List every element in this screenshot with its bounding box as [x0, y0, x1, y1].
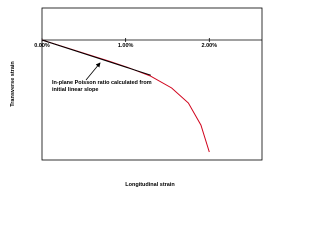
y-axis-label: Transverse strain — [10, 61, 16, 107]
annotation-arrow — [85, 62, 101, 81]
x-tick-label: 1.00% — [118, 43, 134, 49]
x-axis-label: Longitudinal strain — [125, 182, 175, 188]
data-line — [41, 39, 151, 76]
data-line — [41, 39, 210, 153]
plot-frame — [41, 7, 263, 161]
annotation: In-plane Poisson ratio calculated from — [52, 80, 152, 86]
x-tick-label: 0.00% — [34, 43, 50, 49]
annotation: initial linear slope — [52, 87, 98, 93]
chart: Longitudinal strain Transverse strain In… — [10, 7, 263, 188]
x-tick-label: 2.00% — [201, 43, 217, 49]
